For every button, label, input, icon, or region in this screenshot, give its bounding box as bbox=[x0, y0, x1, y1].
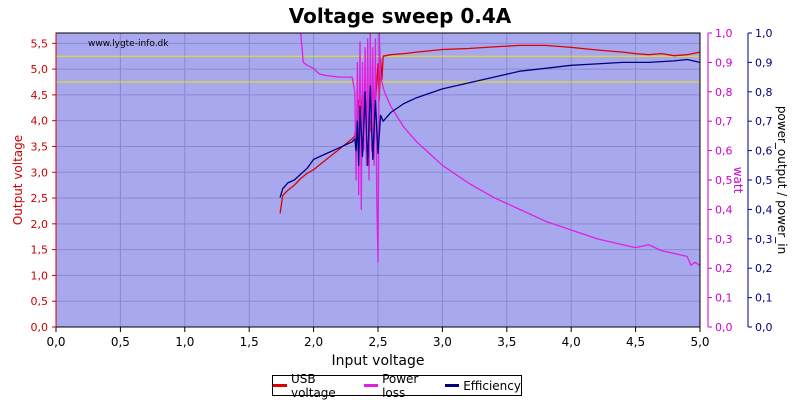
y-right1-tick-label: 0,5 bbox=[715, 174, 733, 187]
y-left-tick-label: 3,5 bbox=[31, 140, 49, 153]
y-left-tick-label: 4,0 bbox=[31, 115, 49, 128]
y-right1-tick-label: 0,3 bbox=[715, 233, 733, 246]
y-right2-tick-label: 0,5 bbox=[755, 174, 773, 187]
x-tick-label: 0,5 bbox=[111, 335, 130, 349]
y-left-tick-label: 1,5 bbox=[31, 244, 49, 257]
y-right1-tick-label: 0,1 bbox=[715, 292, 733, 305]
y-right2-tick-label: 0,2 bbox=[755, 262, 773, 275]
y-left-tick-label: 2,5 bbox=[31, 192, 49, 205]
y-right1-tick-label: 0,9 bbox=[715, 56, 733, 69]
y-right2-tick-label: 0,7 bbox=[755, 115, 773, 128]
y-right1-tick-label: 1,0 bbox=[715, 27, 733, 40]
y-left-tick-label: 0,5 bbox=[31, 295, 49, 308]
y-right2-tick-label: 0,6 bbox=[755, 145, 773, 158]
y-right1-tick-label: 0,2 bbox=[715, 262, 733, 275]
legend-item-usb: USB voltage bbox=[273, 372, 364, 400]
y-right1-tick-label: 0,6 bbox=[715, 145, 733, 158]
axes: 0,0 0,5 1,0 1,5 2,0 2,5 3,0 3,5 4,0 4,5 5,0 0,0 0,5 1… bbox=[31, 27, 773, 349]
x-tick-label: 3,5 bbox=[497, 335, 516, 349]
y-left-tick-label: 5,0 bbox=[31, 63, 49, 76]
series-line-eff bbox=[279, 58, 700, 198]
series-layer bbox=[279, 33, 700, 266]
legend-swatch-usb bbox=[273, 384, 287, 387]
y-left-tick-label: 5,5 bbox=[31, 37, 49, 50]
x-tick-label: 1,5 bbox=[240, 335, 259, 349]
x-tick-label: 0,0 bbox=[46, 335, 65, 349]
y-right2-tick-label: 0,0 bbox=[755, 321, 773, 334]
y-left-tick-label: 0,0 bbox=[31, 321, 49, 334]
x-tick-label: 1,0 bbox=[175, 335, 194, 349]
y-right2-tick-label: 0,3 bbox=[755, 233, 773, 246]
series-line-loss bbox=[300, 33, 700, 266]
x-tick-label: 2,0 bbox=[304, 335, 323, 349]
legend-label-loss: Power loss bbox=[382, 371, 419, 400]
y-right2-tick-label: 0,8 bbox=[755, 86, 773, 99]
y-right2-tick-label: 0,1 bbox=[755, 292, 773, 305]
y-right2-tick-label: 0,9 bbox=[755, 56, 773, 69]
y-axis-left-label: Output voltage bbox=[11, 135, 25, 225]
legend-item-eff: Efficiency bbox=[445, 379, 521, 393]
y-left-tick-label: 3,0 bbox=[31, 166, 49, 179]
y-right1-tick-label: 0,7 bbox=[715, 115, 733, 128]
y-right2-tick-label: 1,0 bbox=[755, 27, 773, 40]
y-axis-right1-label: watt bbox=[731, 167, 745, 194]
legend-label-usb: USB voltage bbox=[290, 371, 336, 400]
x-tick-label: 4,5 bbox=[626, 335, 645, 349]
legend-swatch-loss bbox=[364, 384, 379, 387]
series-line-usb bbox=[279, 44, 700, 214]
legend: USB voltage Power loss Efficiency bbox=[272, 372, 522, 400]
x-tick-label: 3,0 bbox=[433, 335, 452, 349]
watermark: www.lygte-info.dk bbox=[88, 39, 169, 49]
legend-label-eff: Efficiency bbox=[463, 378, 521, 393]
y-axis-right2-label: power_output / power_in bbox=[775, 106, 789, 254]
y-right1-tick-label: 0,0 bbox=[715, 321, 733, 334]
y-right1-tick-label: 0,4 bbox=[715, 203, 733, 216]
y-left-tick-label: 4,5 bbox=[31, 89, 49, 102]
legend-item-loss: Power loss bbox=[364, 372, 445, 400]
chart-title: Voltage sweep 0.4A bbox=[288, 4, 512, 28]
y-left-tick-label: 1,0 bbox=[31, 269, 49, 282]
x-tick-label: 5,0 bbox=[690, 335, 709, 349]
y-right1-tick-label: 0,8 bbox=[715, 86, 733, 99]
x-tick-label: 2,5 bbox=[368, 335, 387, 349]
y-right2-tick-label: 0,4 bbox=[755, 203, 773, 216]
x-axis-label: Input voltage bbox=[331, 353, 424, 369]
y-left-tick-label: 2,0 bbox=[31, 218, 49, 231]
legend-swatch-eff bbox=[445, 384, 460, 387]
x-tick-label: 4,0 bbox=[562, 335, 581, 349]
